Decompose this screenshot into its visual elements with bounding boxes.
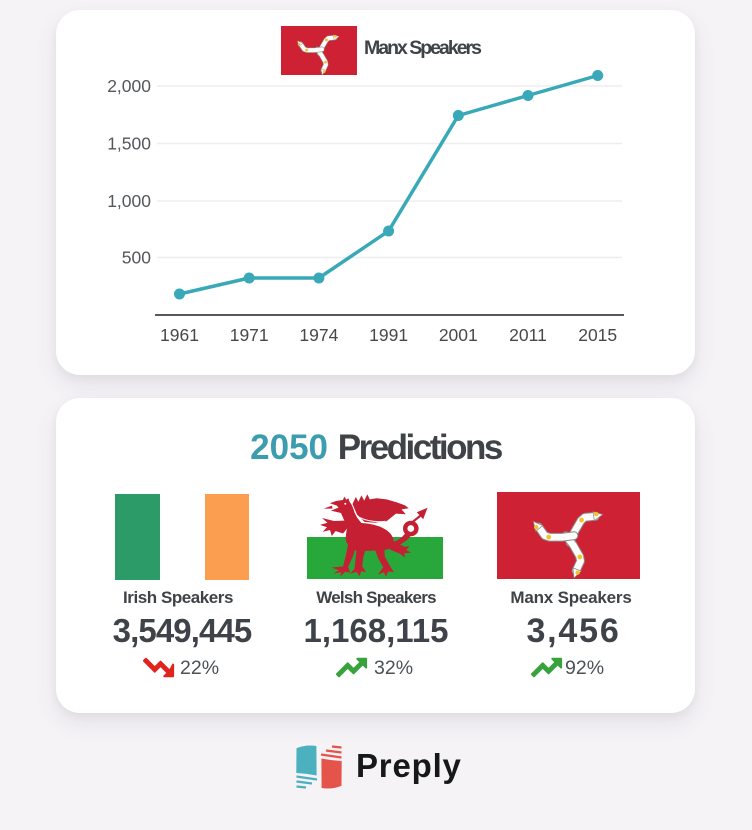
- svg-text:2,000: 2,000: [107, 76, 151, 96]
- svg-text:1961: 1961: [160, 325, 199, 345]
- svg-text:1971: 1971: [230, 325, 269, 345]
- svg-text:1991: 1991: [369, 325, 408, 345]
- svg-text:2015: 2015: [578, 325, 617, 345]
- svg-text:1,500: 1,500: [107, 134, 151, 154]
- svg-text:1974: 1974: [299, 325, 338, 345]
- svg-text:2011: 2011: [509, 325, 547, 345]
- svg-text:1,000: 1,000: [107, 191, 151, 211]
- svg-text:500: 500: [122, 248, 151, 268]
- svg-text:2001: 2001: [439, 325, 478, 345]
